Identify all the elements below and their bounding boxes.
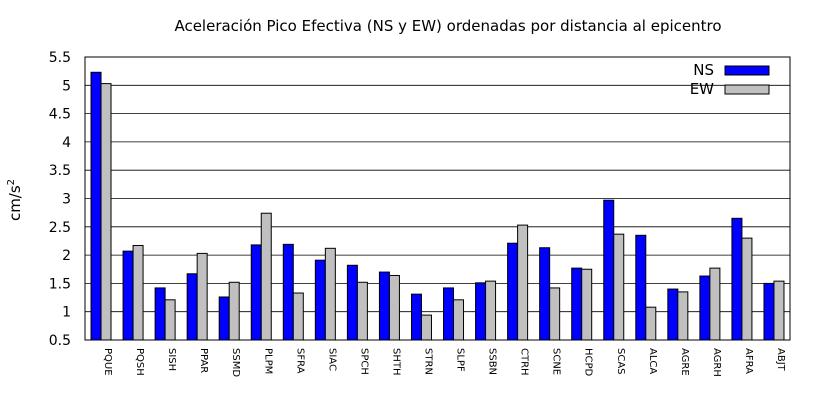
bar-ew <box>453 299 465 341</box>
bar-ew <box>677 291 689 341</box>
bar-ew <box>485 280 497 341</box>
y-axis-label-superscript: 2 <box>6 179 17 185</box>
bar-ew <box>100 83 112 341</box>
bar-ew <box>549 287 561 341</box>
x-tick-label: SHTH <box>390 348 401 376</box>
bar-ew <box>517 224 529 341</box>
bar-ns <box>154 287 166 341</box>
bar-ns <box>667 288 679 341</box>
bar-ns <box>282 243 294 341</box>
bar-ns <box>378 271 390 341</box>
bar-ns <box>218 296 230 341</box>
chart-title: Aceleración Pico Efectiva (NS y EW) orde… <box>174 17 721 35</box>
bar-ew <box>356 281 368 341</box>
x-tick-label: SFRA <box>294 348 305 374</box>
x-tick-label: ALCA <box>647 348 658 374</box>
legend-swatch <box>724 65 770 76</box>
bar-ns <box>346 264 358 341</box>
bar-ns <box>186 273 198 341</box>
x-tick-label: SCAS <box>615 348 626 375</box>
x-tick-label: PQSH <box>134 348 145 376</box>
bar-ns <box>539 247 551 341</box>
y-tick-label: 5 <box>62 78 71 94</box>
bar-ns <box>443 287 455 341</box>
x-tick-label: SCNE <box>551 348 562 375</box>
bar-ew <box>773 280 785 341</box>
bar-ew <box>132 244 144 341</box>
bar-ew <box>645 306 657 341</box>
x-tick-label: AGRE <box>679 348 690 376</box>
bar-ns <box>410 293 422 341</box>
x-tick-label: PPAR <box>198 348 209 373</box>
x-tick-label: HCPD <box>583 348 594 377</box>
x-tick-labels: PQUE PQSH SISH PPAR SSMD PLPM SFRA SIAC SPCH SHTH… <box>102 348 786 377</box>
y-tick-label: 4.5 <box>49 107 71 123</box>
x-tick-label: SSMD <box>230 348 241 377</box>
bar-ew <box>292 292 304 341</box>
bar-ns <box>122 250 134 341</box>
x-tick-label: SSBN <box>487 348 498 375</box>
bar-ew <box>709 267 721 341</box>
bar-ns <box>314 259 326 341</box>
bar-ew <box>228 281 240 341</box>
y-tick-label: 4 <box>62 135 71 151</box>
bar-ew <box>581 268 593 341</box>
bar-ns <box>90 71 102 341</box>
y-axis-label-unit: cm/s <box>6 185 24 221</box>
x-tick-label: AFRA <box>743 348 754 374</box>
bar-ns <box>475 282 487 341</box>
bar-ew <box>196 252 208 341</box>
x-tick-label: CTRH <box>519 348 530 376</box>
legend-label: EW <box>690 80 714 98</box>
bar-ns <box>731 217 743 341</box>
y-tick-label: 0.5 <box>49 333 71 349</box>
y-tick-label: 1.5 <box>49 276 71 292</box>
y-tick-label: 3 <box>62 192 71 208</box>
bar-ew <box>260 212 272 341</box>
plot-frame <box>84 56 791 341</box>
x-tick-label: SIAC <box>326 348 337 371</box>
bars-group <box>90 71 785 341</box>
x-tick-label: SPCH <box>358 348 369 375</box>
y-tick-label: 2.5 <box>49 220 71 236</box>
bar-ew <box>324 247 336 341</box>
x-tick-label: STRN <box>422 348 433 375</box>
bar-ew <box>741 237 753 341</box>
bar-ns <box>507 242 519 341</box>
x-tick-label: PQUE <box>102 348 113 376</box>
x-tick-label: ABJT <box>775 348 786 372</box>
bar-ns <box>603 199 615 341</box>
bar-ns <box>763 282 775 341</box>
bar-ns <box>635 234 647 341</box>
y-tick-labels: 0.5 1 1.5 2 2.5 3 3.5 4 4.5 5 5.5 <box>49 50 71 349</box>
bar-ew <box>164 299 176 341</box>
x-tick-label: PLPM <box>262 348 273 374</box>
y-tick-label: 5.5 <box>49 50 71 66</box>
x-tick-label: SISH <box>166 348 177 371</box>
x-tick-label: SLPF <box>455 348 466 372</box>
legend-swatch <box>724 84 770 95</box>
bar-ew <box>613 233 625 341</box>
bar-ew <box>388 274 400 341</box>
bar-ew <box>420 314 432 341</box>
legend-label: NS <box>693 61 714 79</box>
x-tick-label: AGRH <box>711 348 722 377</box>
bar-ns <box>250 244 262 341</box>
bar-ns <box>699 275 711 341</box>
y-tick-label: 3.5 <box>49 163 71 179</box>
bar-ns <box>571 267 583 341</box>
y-axis-label: cm/s2 <box>6 179 24 221</box>
y-tick-label: 2 <box>62 248 71 264</box>
y-tick-label: 1 <box>62 305 71 321</box>
